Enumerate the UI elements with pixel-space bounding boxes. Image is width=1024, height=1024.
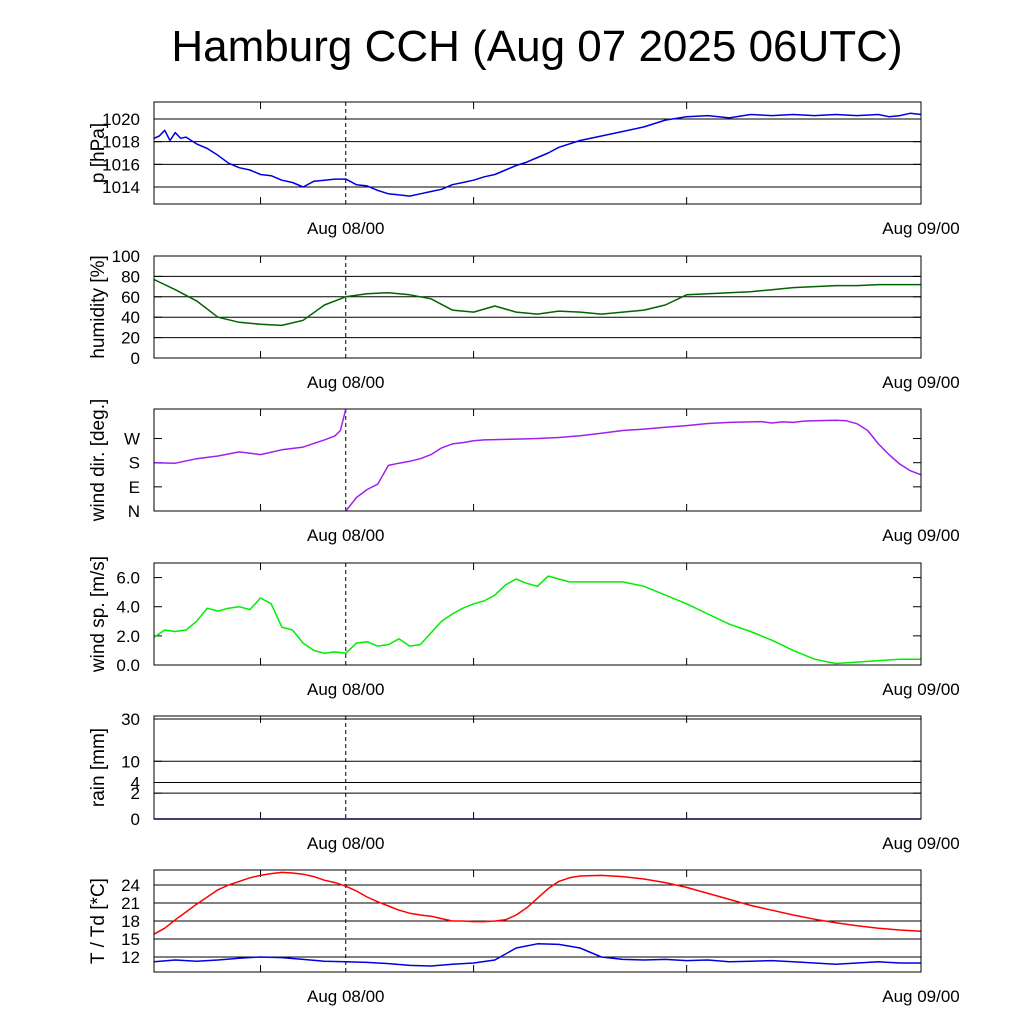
x-tick-label: Aug 09/00: [882, 834, 960, 853]
x-tick-label: Aug 08/00: [307, 680, 385, 699]
x-tick-label: Aug 08/00: [307, 834, 385, 853]
x-tick-label: Aug 09/00: [882, 680, 960, 699]
y-tick-label: 12: [121, 948, 140, 967]
y-axis-label: wind sp. [m/s]: [88, 556, 109, 673]
plot-frame: [153, 255, 922, 359]
plot-frame: [153, 869, 922, 973]
y-tick-label: 6.0: [116, 569, 140, 588]
y-tick-label: 2.0: [116, 627, 140, 646]
x-tick-label: Aug 08/00: [307, 987, 385, 1006]
y-tick-label: 2: [131, 784, 140, 803]
plot-frame: [153, 101, 922, 205]
series-line-temperature: [153, 871, 922, 935]
y-tick-label: 1014: [102, 178, 140, 197]
y-tick-label: 4: [131, 773, 140, 792]
x-tick-label: Aug 09/00: [882, 526, 960, 545]
y-tick-label: 4.0: [116, 598, 140, 617]
y-tick-label: 80: [121, 267, 140, 286]
y-tick-label: N: [128, 502, 140, 521]
y-tick-label: 1020: [102, 110, 140, 129]
plot-frame: [153, 408, 922, 512]
x-tick-label: Aug 09/00: [882, 987, 960, 1006]
series-line-wind_dir: [153, 408, 922, 512]
series-line-humidity: [153, 278, 921, 327]
x-tick-label: Aug 09/00: [882, 373, 960, 392]
x-tick-label: Aug 08/00: [307, 219, 385, 238]
panel-3: 0.0 2.0 4.0 6.0 Aug 08/00 Aug 09/00 wind sp. […: [88, 556, 960, 699]
y-tick-label: 10: [121, 752, 140, 771]
y-axis-label: p [hPa]: [88, 123, 109, 183]
x-tick-label: Aug 09/00: [882, 219, 960, 238]
y-tick-label: 24: [121, 876, 140, 895]
y-tick-label: 1016: [102, 155, 140, 174]
y-axis-label: wind dir. [deg.]: [88, 399, 109, 523]
y-tick-label: 1018: [102, 133, 140, 152]
y-tick-label: 30: [121, 710, 140, 729]
y-tick-label: 60: [121, 288, 140, 307]
y-tick-label: W: [124, 430, 140, 449]
series-line-pressure: [153, 112, 922, 197]
x-tick-label: Aug 08/00: [307, 526, 385, 545]
y-tick-label: 0.0: [116, 656, 140, 675]
panel-4: 0 24 10 30 Aug 08/00 Aug 09/00 rain [mm]: [88, 710, 960, 853]
plot-frame: [153, 715, 922, 820]
y-tick-label: 0: [131, 810, 140, 829]
page-title: Hamburg CCH (Aug 07 2025 06UTC): [171, 22, 903, 71]
y-tick-label: 18: [121, 912, 140, 931]
y-tick-label: 20: [121, 329, 140, 348]
series-line-dewpoint: [153, 943, 921, 967]
panel-0: 1014 1016 1018 1020 Aug 08/00 Aug 09/00 p [hPa…: [88, 101, 960, 238]
y-axis-label: rain [mm]: [88, 728, 109, 807]
y-tick-label: S: [129, 454, 140, 473]
y-tick-label: 40: [121, 308, 140, 327]
y-axis-label: humidity [%]: [88, 255, 109, 358]
y-axis-label: T / Td [*C]: [88, 878, 109, 964]
y-tick-label: 100: [112, 247, 140, 266]
x-tick-label: Aug 08/00: [307, 373, 385, 392]
y-tick-label: 0: [131, 349, 140, 368]
y-tick-label: E: [129, 478, 140, 497]
y-tick-label: 15: [121, 930, 140, 949]
series-line-wind_speed: [153, 575, 921, 665]
y-tick-label: 21: [121, 894, 140, 913]
plot-frame: [153, 562, 922, 666]
